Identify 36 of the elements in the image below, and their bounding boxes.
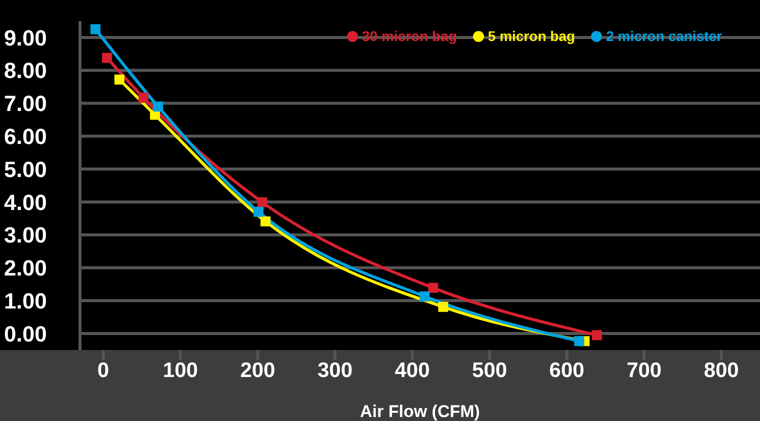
x-tick-label: 400 <box>394 358 430 382</box>
y-tick-label: 5.00 <box>4 156 47 182</box>
y-tick-label: 0.00 <box>4 321 47 346</box>
x-tick-label: 500 <box>472 358 508 382</box>
point <box>90 24 100 34</box>
x-tick-label: 600 <box>549 358 584 382</box>
point <box>153 102 164 112</box>
x-tick-label: 700 <box>626 358 662 382</box>
y-tick-label: 3.00 <box>4 222 47 248</box>
point <box>254 206 264 217</box>
legend-label: 30 micron bag <box>361 28 457 44</box>
point <box>438 302 448 312</box>
point <box>592 330 602 340</box>
y-tick-label: 6.00 <box>4 124 47 149</box>
point <box>260 216 270 226</box>
point <box>257 197 268 208</box>
point <box>420 291 430 302</box>
x-axis-title: Air Flow (CFM) <box>360 402 480 421</box>
legend-label: 5 micron bag <box>486 28 576 44</box>
point <box>114 74 124 85</box>
point <box>102 52 112 63</box>
x-tick-label: 100 <box>162 358 198 382</box>
y-tick-label: 1.00 <box>4 288 47 314</box>
x-tick-label: 300 <box>317 358 353 382</box>
y-tick-label: 8.00 <box>4 58 47 84</box>
x-tick-label: 0 <box>97 358 110 382</box>
point <box>138 92 148 103</box>
y-tick-label: 4.00 <box>4 190 47 215</box>
y-tick-label: 9.00 <box>4 25 47 50</box>
x-tick-label: 800 <box>704 358 739 382</box>
legend-label: 2 micron canister <box>605 28 722 44</box>
x-tick-label: 200 <box>240 358 276 382</box>
point <box>574 336 584 346</box>
point <box>428 282 438 293</box>
y-tick-label: 7.00 <box>4 91 47 116</box>
y-tick-label: 2.00 <box>4 256 47 281</box>
